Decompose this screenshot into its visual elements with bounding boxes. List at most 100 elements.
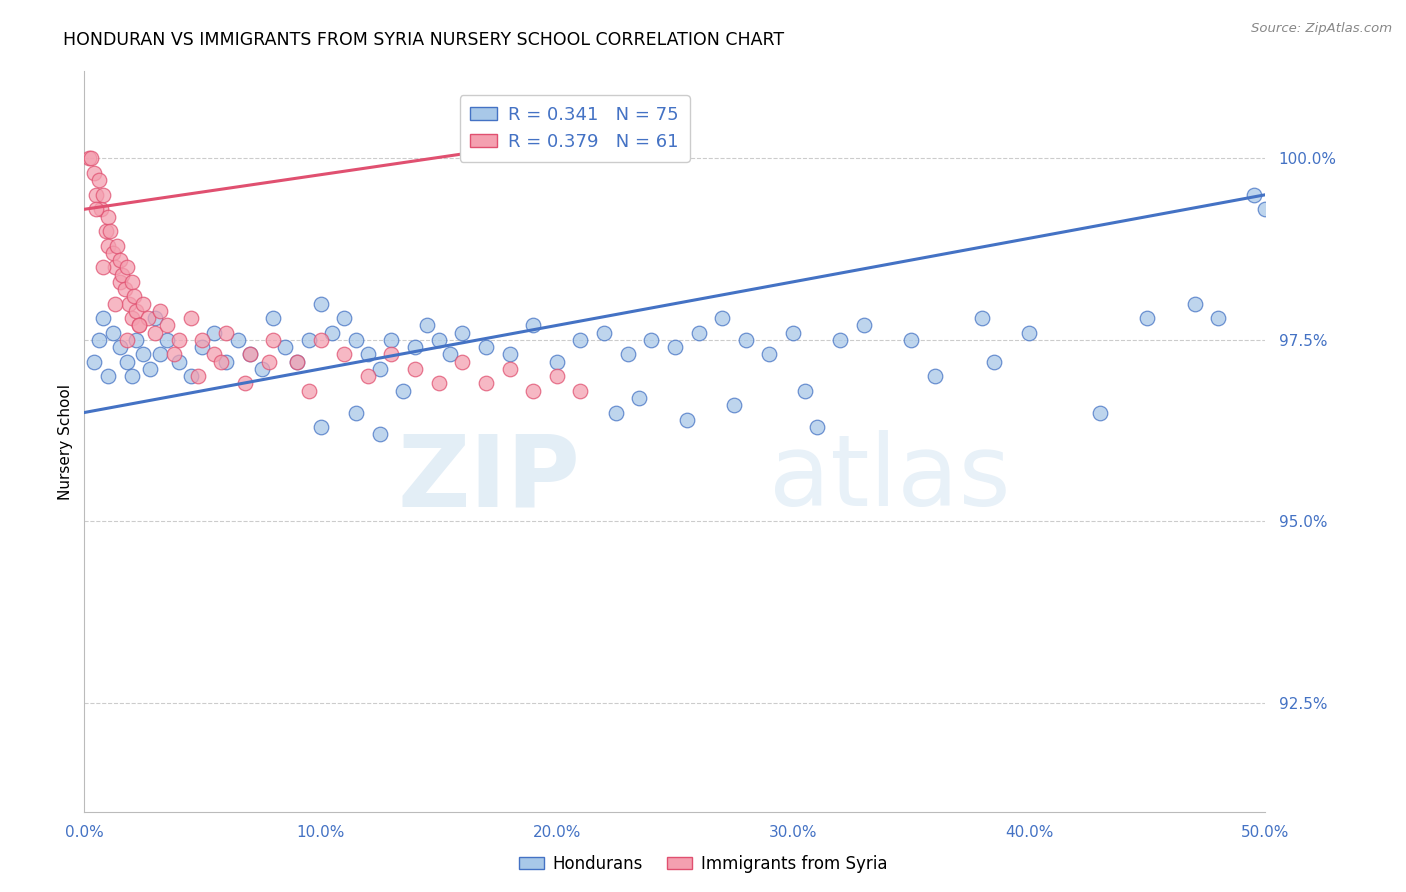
Point — [143, 326, 166, 340]
Point — [427, 333, 450, 347]
Point — [723, 398, 745, 412]
Point — [498, 362, 520, 376]
Point — [250, 362, 273, 376]
Point — [108, 275, 131, 289]
Point — [1136, 311, 1159, 326]
Point — [675, 413, 697, 427]
Point — [569, 333, 592, 347]
Point — [475, 340, 498, 354]
Point — [84, 187, 107, 202]
Point — [628, 391, 651, 405]
Point — [522, 318, 544, 333]
Point — [90, 202, 112, 217]
Point — [180, 311, 202, 326]
Legend: Hondurans, Immigrants from Syria: Hondurans, Immigrants from Syria — [512, 848, 894, 880]
Point — [285, 354, 308, 368]
Point — [118, 296, 141, 310]
Point — [368, 362, 391, 376]
Point — [215, 326, 238, 340]
Point — [546, 354, 568, 368]
Point — [758, 347, 780, 361]
Point — [344, 333, 367, 347]
Point — [688, 326, 710, 340]
Point — [149, 304, 172, 318]
Point — [107, 238, 129, 252]
Point — [1206, 311, 1229, 326]
Point — [83, 166, 105, 180]
Point — [1018, 326, 1040, 340]
Point — [298, 333, 321, 347]
Point — [368, 427, 391, 442]
Point — [285, 354, 308, 368]
Point — [97, 238, 120, 252]
Point — [380, 347, 402, 361]
Point — [1243, 187, 1265, 202]
Point — [380, 333, 402, 347]
Legend: R = 0.341   N = 75, R = 0.379   N = 61: R = 0.341 N = 75, R = 0.379 N = 61 — [460, 95, 690, 161]
Point — [344, 405, 367, 419]
Point — [121, 369, 143, 384]
Point — [187, 369, 209, 384]
Text: atlas: atlas — [769, 430, 1011, 527]
Point — [84, 202, 107, 217]
Y-axis label: Nursery School: Nursery School — [58, 384, 73, 500]
Point — [91, 260, 114, 275]
Point — [97, 210, 120, 224]
Point — [233, 376, 256, 391]
Point — [451, 354, 474, 368]
Point — [108, 340, 131, 354]
Point — [970, 311, 993, 326]
Point — [132, 296, 155, 310]
Point — [239, 347, 262, 361]
Point — [309, 420, 332, 434]
Point — [87, 333, 110, 347]
Point — [191, 333, 214, 347]
Point — [498, 347, 520, 361]
Point — [782, 326, 804, 340]
Text: Source: ZipAtlas.com: Source: ZipAtlas.com — [1251, 22, 1392, 36]
Point — [806, 420, 828, 434]
Point — [108, 253, 131, 268]
Point — [830, 333, 852, 347]
Point — [80, 152, 103, 166]
Point — [333, 347, 356, 361]
Point — [1088, 405, 1111, 419]
Point — [121, 275, 143, 289]
Point — [257, 354, 280, 368]
Point — [475, 376, 498, 391]
Point — [924, 369, 946, 384]
Point — [416, 318, 439, 333]
Point — [1254, 202, 1277, 217]
Point — [180, 369, 202, 384]
Point — [852, 318, 875, 333]
Point — [101, 326, 124, 340]
Point — [605, 405, 627, 419]
Point — [321, 326, 343, 340]
Point — [616, 347, 638, 361]
Point — [132, 347, 155, 361]
Point — [427, 376, 450, 391]
Point — [664, 340, 686, 354]
Point — [115, 260, 138, 275]
Point — [136, 311, 159, 326]
Point — [439, 347, 461, 361]
Point — [167, 333, 190, 347]
Point — [793, 384, 815, 398]
Point — [640, 333, 662, 347]
Point — [404, 340, 426, 354]
Point — [97, 369, 120, 384]
Point — [900, 333, 922, 347]
Point — [546, 369, 568, 384]
Point — [111, 268, 134, 282]
Point — [1184, 296, 1206, 310]
Point — [202, 326, 225, 340]
Point — [569, 384, 592, 398]
Point — [215, 354, 238, 368]
Point — [143, 311, 166, 326]
Point — [711, 311, 734, 326]
Point — [309, 333, 332, 347]
Point — [593, 326, 616, 340]
Point — [121, 311, 143, 326]
Point — [128, 318, 150, 333]
Point — [94, 224, 117, 238]
